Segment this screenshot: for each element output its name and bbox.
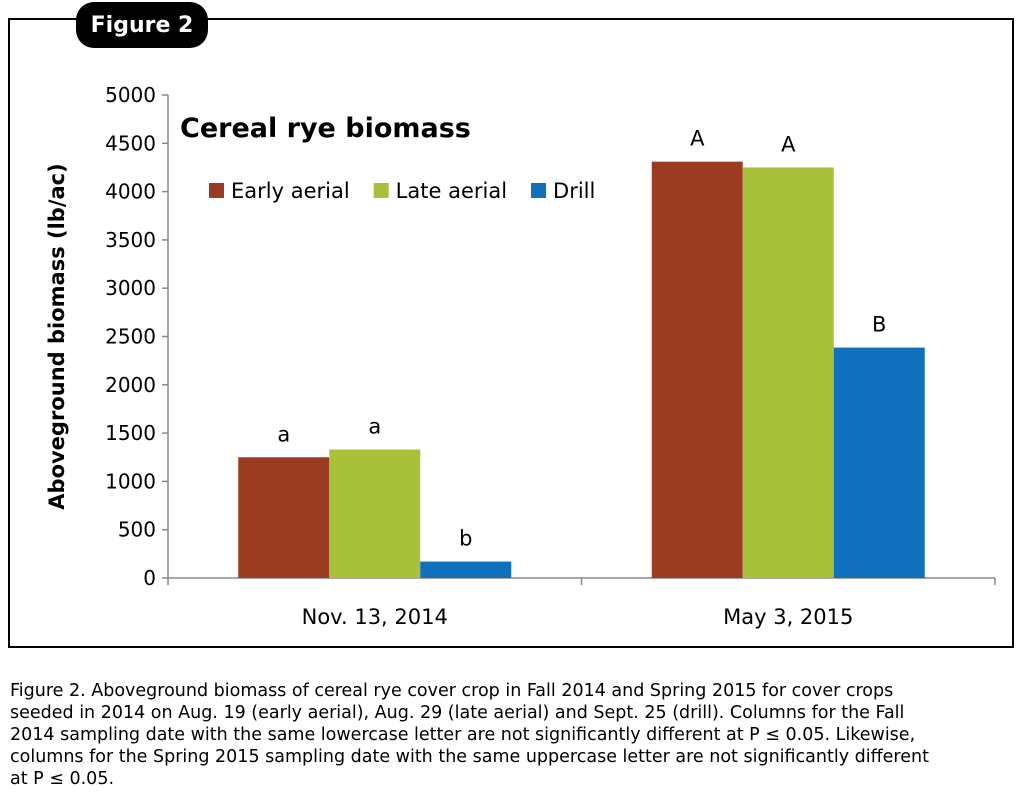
bar <box>420 561 512 578</box>
figure-caption: Figure 2. Aboveground biomass of cereal … <box>10 680 1018 790</box>
x-tick-label: Nov. 13, 2014 <box>302 605 448 629</box>
significance-label: A <box>781 132 796 156</box>
significance-label: a <box>368 415 381 439</box>
legend-swatch <box>373 183 389 198</box>
legend-swatch <box>531 183 547 198</box>
bar <box>833 347 925 578</box>
bar <box>742 167 834 578</box>
y-tick-label: 1000 <box>105 469 156 493</box>
y-tick-label: 5000 <box>105 83 156 107</box>
legend-label: Early aerial <box>231 179 350 203</box>
chart-title: Cereal rye biomass <box>180 113 471 144</box>
y-tick-label: 2000 <box>105 373 156 397</box>
legend-swatch <box>209 183 224 198</box>
legend-label: Drill <box>553 179 595 203</box>
figure-frame <box>8 18 1014 648</box>
y-tick-label: 0 <box>143 566 156 590</box>
y-tick-label: 3000 <box>105 276 156 300</box>
x-tick-label: May 3, 2015 <box>723 605 853 629</box>
figure-label-badge: Figure 2 <box>76 2 208 48</box>
significance-label: a <box>277 422 290 446</box>
bar <box>651 161 743 579</box>
caption-line: columns for the Spring 2015 sampling dat… <box>10 747 929 767</box>
caption-line: 2014 sampling date with the same lowerca… <box>10 725 916 745</box>
significance-label: A <box>690 127 705 151</box>
bar <box>329 449 421 578</box>
bar-chart: 0 500 1000 1500 2000 2500 3000 3500 4000 4500 5000… <box>45 83 996 629</box>
significance-label: b <box>459 527 472 551</box>
y-tick-label: 4000 <box>105 180 156 204</box>
legend-label: Late aerial <box>396 179 507 203</box>
y-tick-label: 3500 <box>105 228 156 252</box>
significance-label: B <box>872 313 886 337</box>
bar <box>238 457 330 578</box>
y-axis-title: Aboveground biomass (lb/ac) <box>45 163 69 509</box>
y-tick-label: 1500 <box>105 421 156 445</box>
caption-line: Figure 2. Aboveground biomass of cereal … <box>10 681 894 701</box>
y-tick-label: 500 <box>118 518 156 542</box>
y-tick-label: 2500 <box>105 325 156 349</box>
caption-line: at P ≤ 0.05. <box>10 769 115 789</box>
caption-line: seeded in 2014 on Aug. 19 (early aerial)… <box>10 703 905 723</box>
y-tick-label: 4500 <box>105 131 156 155</box>
